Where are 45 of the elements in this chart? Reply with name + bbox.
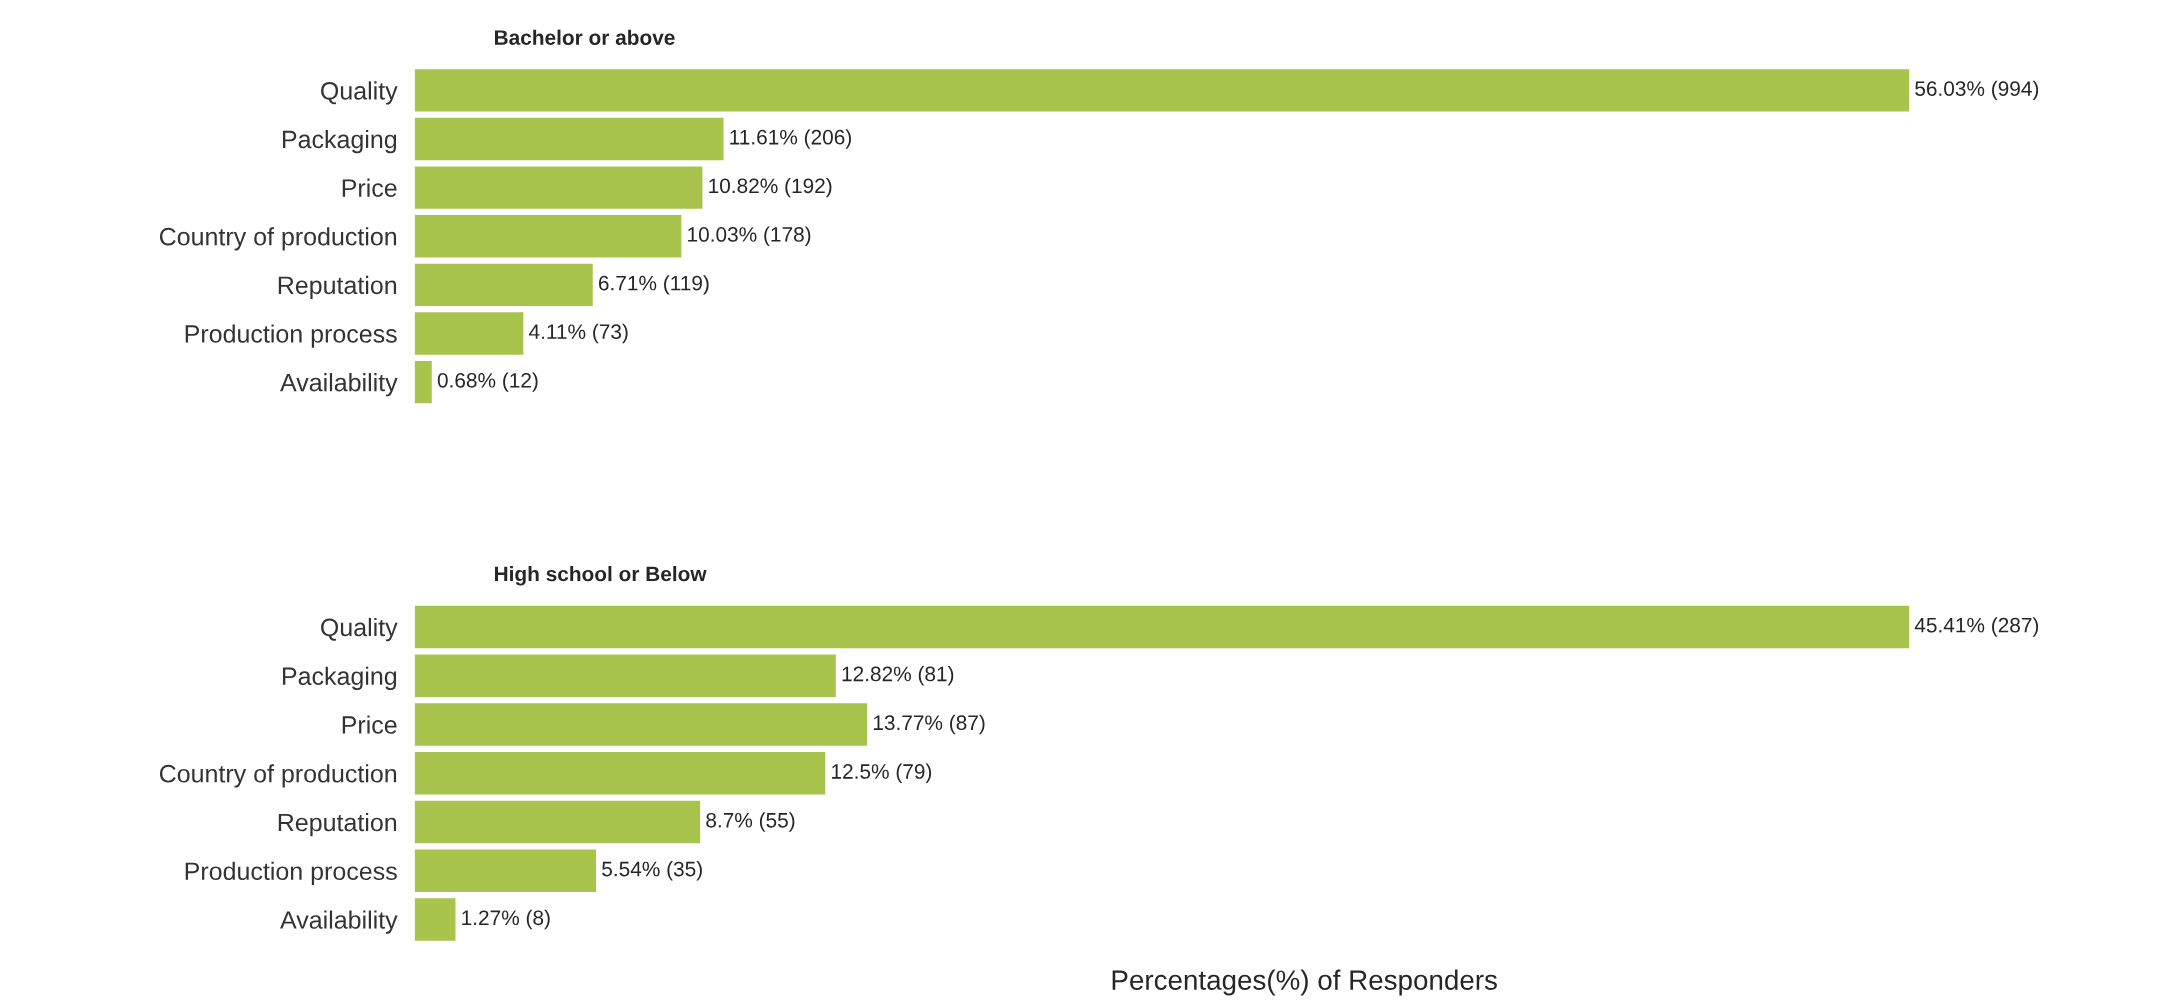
y-tick-label: Reputation <box>278 275 397 300</box>
data-label: 0.68% (12) <box>437 372 538 392</box>
y-tick-label: Availability <box>280 910 398 934</box>
y-tick-label: Reputation <box>278 812 397 837</box>
data-label: 6.71% (119) <box>598 275 709 295</box>
bar <box>414 262 595 308</box>
y-tick-label: Quality <box>321 81 398 105</box>
y-tick-label: Production process <box>185 324 397 348</box>
data-label: 4.11% (73) <box>529 323 628 344</box>
bar <box>414 604 1910 650</box>
y-tick-label: Country of production <box>159 764 397 788</box>
y-tick-label: Quality <box>321 617 398 642</box>
y-tick-label: Availability <box>280 373 398 397</box>
data-label: 45.41% (287) <box>1914 617 2039 637</box>
bar <box>414 750 827 796</box>
bar <box>414 653 838 699</box>
data-label: 12.82% (81) <box>842 666 954 686</box>
data-label: 1.27% (8) <box>462 909 550 930</box>
data-label: 10.82% (192) <box>709 177 832 198</box>
data-label: 11.61% (206) <box>730 129 851 149</box>
data-label: 8.7% (55) <box>706 812 795 832</box>
bar <box>414 67 1910 113</box>
x-axis-title: Percentages(%) of Responders <box>1112 969 1497 996</box>
data-label: 5.54% (35) <box>602 861 702 881</box>
bar <box>414 310 525 357</box>
bar <box>414 799 702 845</box>
bar <box>414 116 725 162</box>
y-tick-label: Production process <box>185 861 397 886</box>
data-label: 56.03% (994) <box>1915 80 2039 101</box>
y-tick-label: Price <box>342 178 397 197</box>
y-tick-label: Price <box>342 715 397 734</box>
y-tick-label: Country of production <box>159 227 397 251</box>
data-label: 10.03% (178) <box>688 226 811 246</box>
y-tick-label: Packaging <box>282 129 397 154</box>
chart-title: High school or Below <box>494 566 707 586</box>
bar <box>414 701 869 748</box>
bar <box>414 359 434 405</box>
bar <box>414 165 704 211</box>
data-label: 12.5% (79) <box>832 763 932 783</box>
data-label: 13.77% (87) <box>873 714 985 735</box>
bar <box>414 213 683 259</box>
bar <box>414 896 457 943</box>
bar <box>414 848 598 894</box>
chart-title: Bachelor or above <box>494 29 675 45</box>
y-tick-label: Packaging <box>282 666 397 690</box>
